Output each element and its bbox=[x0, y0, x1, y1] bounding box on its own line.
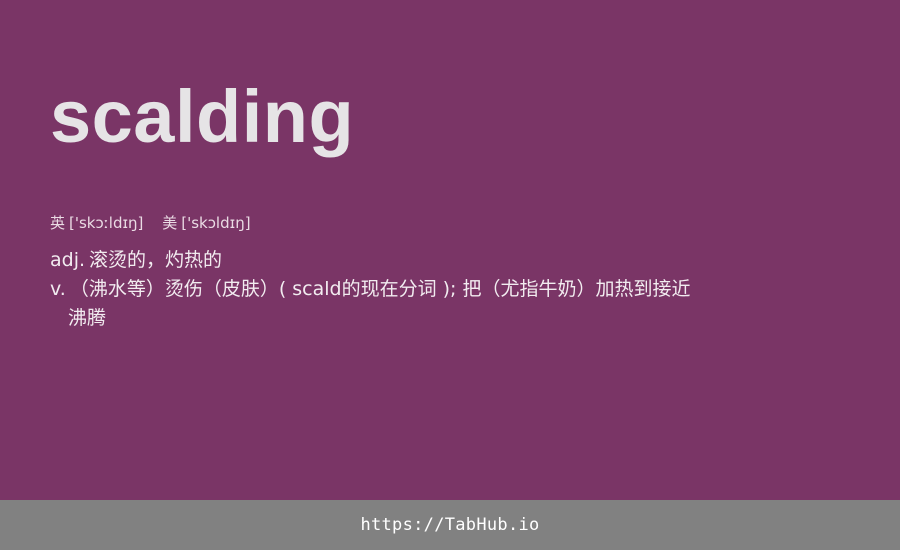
definition-text: 滚烫的，灼热的 bbox=[89, 249, 223, 271]
pronunciation-us: 美 ['skɔldɪŋ] bbox=[162, 214, 250, 232]
definition-list: adj. 滚烫的，灼热的 v. （沸水等）烫伤（皮肤）( scald的现在分词 );… bbox=[50, 246, 700, 333]
footer-bar: https://TabHub.io bbox=[0, 500, 900, 550]
definition-item: adj. 滚烫的，灼热的 bbox=[50, 246, 700, 275]
pronunciation-uk-label: 英 bbox=[50, 214, 66, 232]
site-link[interactable]: https://TabHub.io bbox=[360, 515, 540, 535]
pronunciation-row: 英 ['skɔːldɪŋ] 美 ['skɔldɪŋ] bbox=[50, 212, 265, 234]
pronunciation-us-ipa: ['skɔldɪŋ] bbox=[181, 214, 251, 232]
headword: scalding bbox=[50, 75, 355, 158]
definition-item: v. （沸水等）烫伤（皮肤）( scald的现在分词 ); 把（尤指牛奶）加热到接… bbox=[50, 275, 700, 333]
pronunciation-uk-ipa: ['skɔːldɪŋ] bbox=[69, 214, 144, 232]
part-of-speech: adj. bbox=[50, 249, 86, 271]
word-card: scalding 英 ['skɔːldɪŋ] 美 ['skɔldɪŋ] adj. 滚烫… bbox=[50, 75, 700, 333]
pronunciation-uk: 英 ['skɔːldɪŋ] bbox=[50, 214, 148, 232]
part-of-speech: v. bbox=[50, 278, 66, 300]
pronunciation-us-label: 美 bbox=[162, 214, 178, 232]
definition-text: （沸水等）烫伤（皮肤）( scald的现在分词 ); 把（尤指牛奶）加热到接近沸… bbox=[68, 278, 691, 329]
